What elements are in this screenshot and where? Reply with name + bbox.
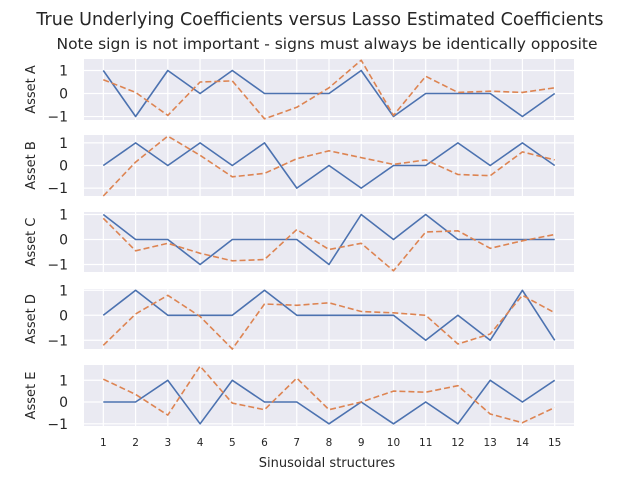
y-tick-label: −1 [47,258,68,274]
panel-2: 1 0 −1 Asset B [24,135,574,197]
chart-subtitle: Note sign is not important - signs must … [56,35,597,53]
x-axis-ticks: 1 2 3 4 5 6 7 8 9 10 11 12 13 14 15 [100,437,561,449]
panel-3: 1 0 −1 Asset C [24,208,574,274]
series-line-true [102,69,556,118]
y-axis-label: Asset A [24,65,39,114]
y-tick-label: −1 [47,110,68,126]
series-line-true [102,213,555,266]
y-tick-label: −1 [47,417,68,433]
x-tick-label: 6 [261,437,268,449]
x-axis-label: Sinusoidal structures [259,456,396,471]
x-tick-label: 3 [164,437,171,449]
x-tick-label: 2 [132,437,139,449]
panel-4: 1 0 −1 Asset D [24,283,574,350]
x-tick-label: 11 [419,437,432,449]
y-tick-label: 0 [59,308,68,324]
series-line-true [103,379,556,425]
x-tick-label: 14 [516,437,530,449]
x-tick-label: 15 [548,437,561,449]
series-line-estimated [102,294,556,350]
y-tick-label: 0 [59,159,68,175]
y-tick-label: 0 [59,395,68,411]
x-tick-label: 8 [326,437,333,449]
y-tick-label: −1 [47,181,68,197]
y-axis-label: Asset D [24,294,39,344]
series-line-estimated [102,135,555,197]
y-tick-label: 1 [59,283,68,299]
y-tick-label: 1 [59,64,68,80]
panels: 1 0 −1 Asset A 1 0 −1 Asset B 1 0 −1 Asset C 1 0 −1 Ass… [24,59,574,433]
chart-title: True Underlying Coefficients versus Lass… [35,10,603,30]
y-axis-label: Asset E [24,372,39,420]
series-line-true [102,289,556,342]
x-tick-label: 4 [197,437,204,449]
x-tick-label: 10 [387,437,400,449]
y-tick-label: 1 [59,208,68,224]
y-axis-label: Asset B [24,141,39,190]
x-tick-label: 5 [229,437,236,449]
y-tick-label: −1 [47,333,68,349]
x-tick-label: 13 [483,437,496,449]
x-tick-label: 9 [358,437,365,449]
y-axis-label: Asset C [24,218,39,267]
series-line-estimated [102,365,556,424]
x-tick-label: 12 [451,437,464,449]
x-tick-label: 1 [100,437,107,449]
series-line-true [102,142,556,189]
y-tick-label: 0 [59,87,68,103]
y-tick-label: 1 [59,136,68,152]
y-tick-label: 1 [59,373,68,389]
x-tick-label: 7 [293,437,300,449]
series-line-estimated [102,217,555,272]
y-tick-label: 0 [59,233,68,249]
panel-1: 1 0 −1 Asset A [24,59,574,126]
series-line-estimated [103,59,555,120]
panel-5: 1 0 −1 Asset E [24,365,574,433]
